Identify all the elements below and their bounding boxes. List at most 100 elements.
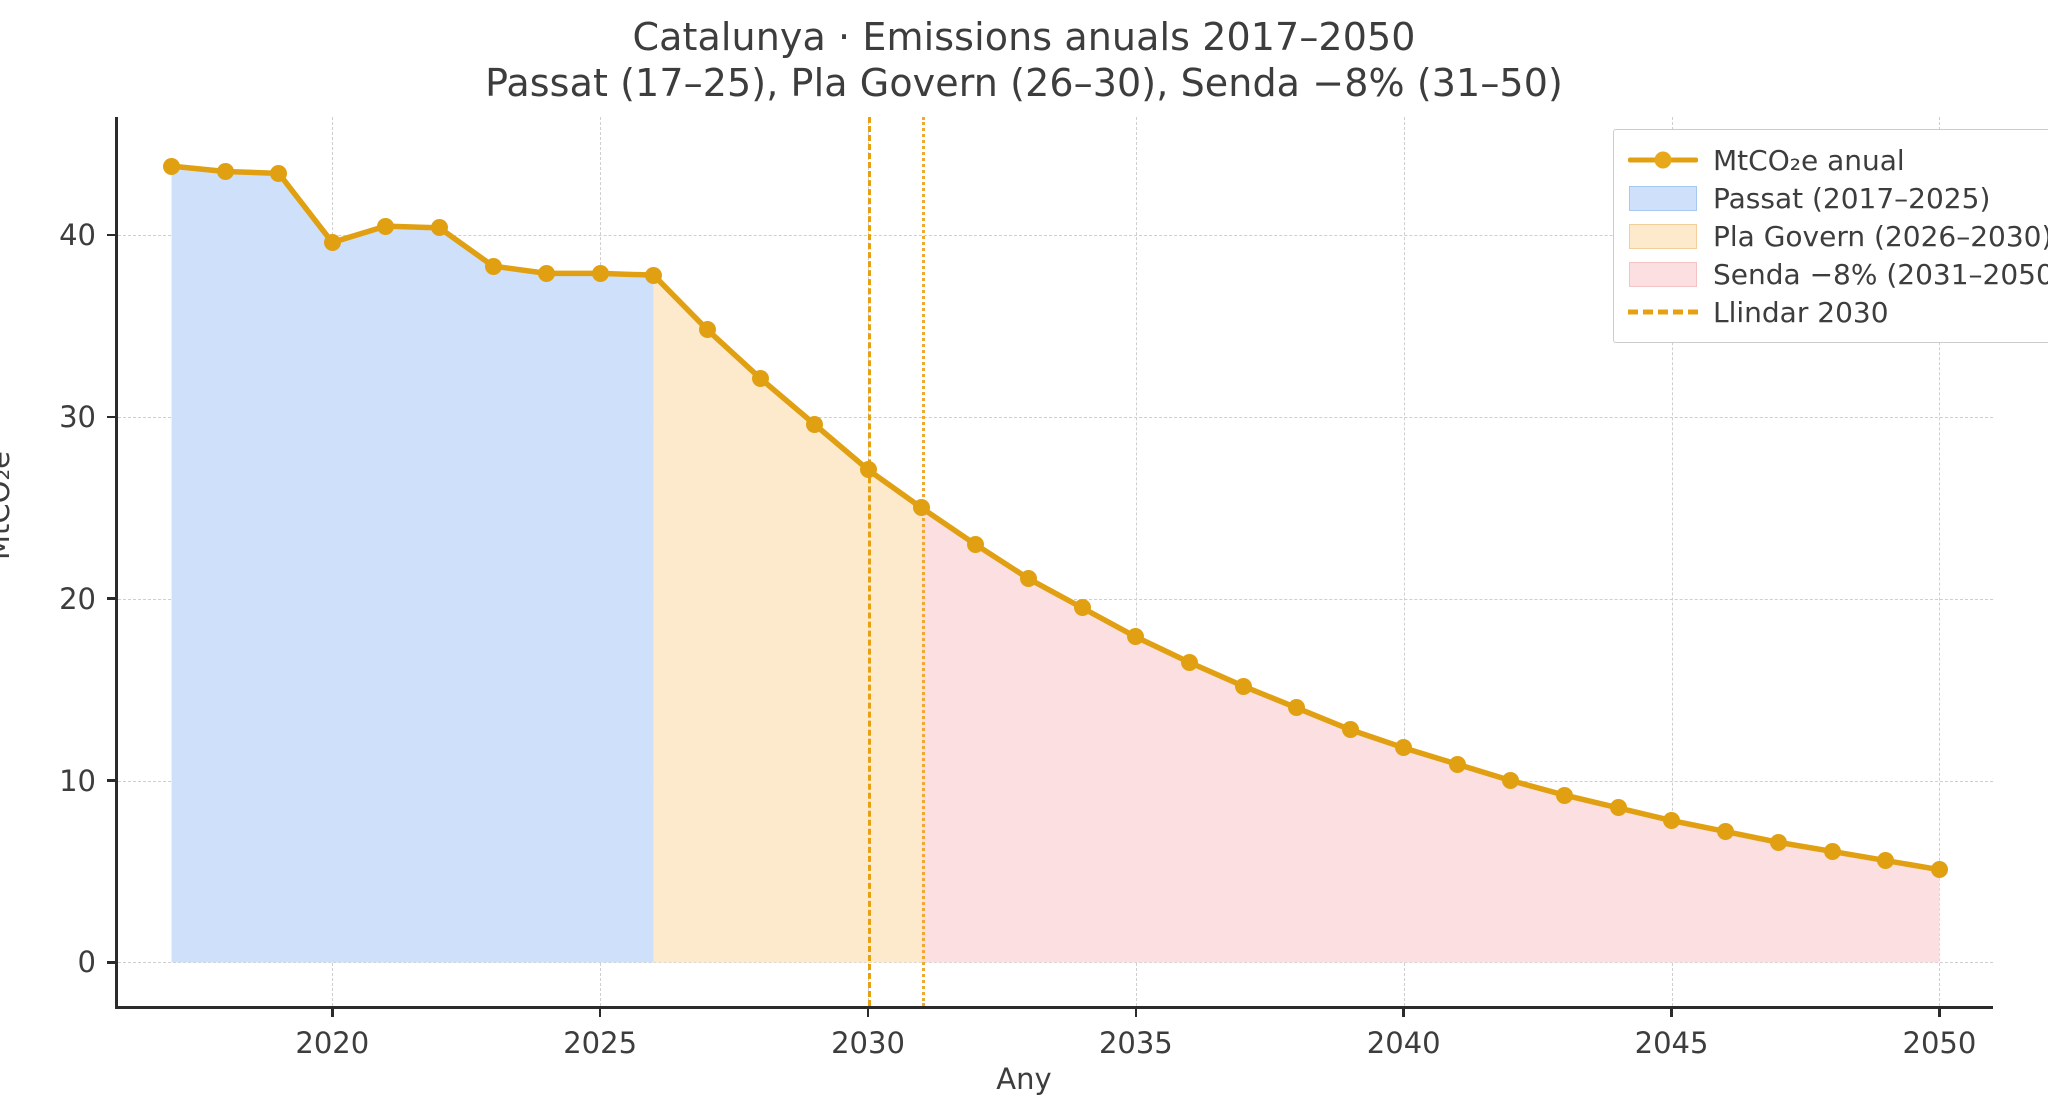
shaded-region (653, 275, 922, 963)
data-point-marker (966, 535, 984, 553)
y-tick-label: 10 (59, 763, 96, 798)
data-point-marker (216, 163, 234, 181)
vline-2031 (921, 117, 925, 1006)
data-point-marker (1823, 842, 1841, 860)
x-gridline (1671, 117, 1673, 1006)
legend-dot-icon (1654, 151, 1672, 169)
y-gridline (118, 235, 1993, 237)
y-gridline (118, 962, 1993, 964)
x-axis-label: Any (996, 1062, 1052, 1096)
x-tick (1134, 1006, 1138, 1017)
legend-swatch (1629, 186, 1697, 211)
data-point-marker (1341, 721, 1359, 739)
y-tick (107, 415, 118, 419)
y-tick (107, 961, 118, 964)
legend-swatch (1629, 224, 1697, 249)
data-point-marker (1502, 772, 1520, 790)
data-point-marker (1288, 699, 1306, 717)
legend-dash-icon (1628, 309, 1698, 315)
data-point-marker (698, 321, 716, 339)
plot-canvas (118, 117, 1993, 1006)
y-gridline (118, 416, 1993, 418)
chart-title-primary: Catalunya · Emissions anuals 2017–2050 (632, 15, 1416, 59)
x-tick (598, 1006, 602, 1017)
shaded-region (921, 507, 1940, 963)
legend-patch-icon (1626, 217, 1700, 255)
data-point-marker (1555, 786, 1573, 804)
y-axis-label: MtCO₂e (0, 451, 16, 560)
legend-item-label: MtCO₂e anual (1713, 143, 1905, 177)
legend-dashed-line-icon (1626, 293, 1700, 331)
legend-swatch (1629, 262, 1697, 287)
data-point-marker (1127, 628, 1145, 646)
x-tick (330, 1006, 334, 1017)
data-point-marker (377, 217, 395, 235)
data-point-marker (591, 264, 609, 282)
chart-legend: MtCO₂e anual Passat (2017–2025) Pla Govern… (1613, 129, 2048, 343)
data-point-marker (538, 264, 556, 282)
y-tick-label: 30 (59, 399, 96, 434)
data-point-marker (1234, 677, 1252, 695)
data-point-marker (1395, 739, 1413, 757)
vline-llindar-2030 (868, 117, 871, 1006)
shaded-region (171, 166, 654, 963)
y-tick (107, 597, 118, 601)
x-tick (1670, 1006, 1673, 1017)
legend-patch-icon (1626, 255, 1700, 293)
series-line (168, 163, 1943, 873)
x-tick (1402, 1006, 1405, 1017)
legend-item-label: Senda −8% (2031–2050) (1713, 257, 2048, 291)
data-point-marker (805, 415, 823, 433)
data-point-marker (163, 157, 181, 175)
legend-item[interactable]: Pla Govern (2026–2030) (1626, 217, 2048, 255)
legend-patch-icon (1626, 179, 1700, 217)
chart-title-secondary: Passat (17–25), Pla Govern (26–30), Send… (485, 61, 1563, 106)
data-point-marker (645, 266, 663, 284)
legend-line-marker-icon (1626, 141, 1700, 179)
data-point-marker (1020, 570, 1038, 588)
x-gridline (1135, 117, 1137, 1006)
x-tick (1938, 1006, 1941, 1017)
legend-item-label: Pla Govern (2026–2030) (1713, 219, 2048, 253)
x-tick-label: 2050 (1902, 1026, 1977, 1060)
data-point-marker (1770, 833, 1788, 851)
x-tick-label: 2045 (1634, 1026, 1709, 1060)
data-point-marker (913, 499, 931, 517)
data-point-marker (1073, 599, 1091, 617)
data-point-marker (1930, 861, 1948, 879)
data-point-marker (752, 370, 770, 388)
data-point-marker (323, 233, 341, 251)
legend-item[interactable]: Senda −8% (2031–2050) (1626, 255, 2048, 293)
y-tick-label: 40 (59, 218, 96, 253)
y-tick (107, 233, 118, 237)
data-point-marker (1716, 822, 1734, 840)
x-tick-label: 2020 (295, 1026, 370, 1060)
y-tick-label: 0 (77, 945, 96, 980)
data-point-marker (1663, 812, 1681, 830)
data-point-marker (1877, 852, 1895, 870)
chart-title-block: Catalunya · Emissions anuals 2017–2050 P… (0, 14, 2048, 107)
data-point-marker (1180, 653, 1198, 671)
y-tick (107, 779, 118, 782)
data-point-marker (1448, 755, 1466, 773)
x-tick-label: 2025 (563, 1026, 638, 1060)
x-tick (866, 1006, 870, 1017)
legend-item[interactable]: MtCO₂e anual (1626, 141, 2048, 179)
data-point-marker (430, 219, 448, 237)
x-tick-label: 2035 (1098, 1026, 1173, 1060)
legend-item[interactable]: Llindar 2030 (1626, 293, 2048, 331)
x-axis-spine (115, 1006, 1993, 1009)
legend-item-label: Passat (2017–2025) (1713, 181, 1991, 215)
data-point-marker (1609, 799, 1627, 817)
y-axis-spine (115, 117, 118, 1009)
y-tick-label: 20 (59, 581, 96, 616)
data-point-marker (484, 257, 502, 275)
legend-item-label: Llindar 2030 (1713, 295, 1889, 329)
x-tick-label: 2040 (1366, 1026, 1441, 1060)
x-tick-label: 2030 (831, 1026, 905, 1060)
x-gridline (1403, 117, 1405, 1006)
data-point-marker (270, 164, 288, 182)
legend-item[interactable]: Passat (2017–2025) (1626, 179, 2048, 217)
series-paths (168, 163, 1943, 963)
